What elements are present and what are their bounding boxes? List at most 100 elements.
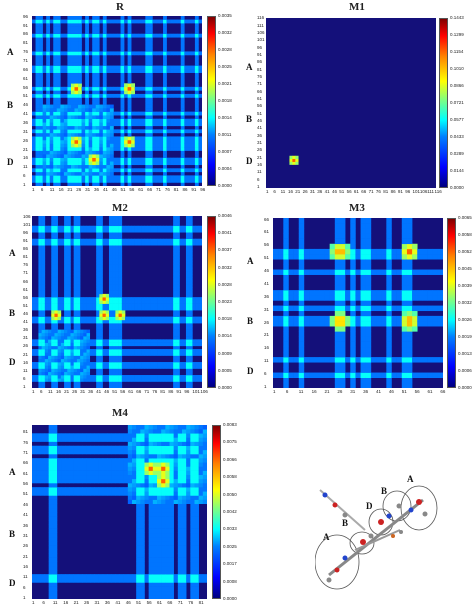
heatmap-cell — [134, 157, 139, 162]
heatmap-cell — [99, 161, 104, 166]
heatmap-cell — [128, 306, 132, 311]
heatmap-cell — [173, 254, 177, 259]
heatmap-cell — [109, 19, 114, 24]
heatmap-cell — [111, 474, 116, 480]
heatmap-cell — [148, 136, 153, 141]
heatmap-cell — [401, 223, 408, 229]
heatmap-cell — [417, 305, 423, 312]
heatmap-cell — [127, 76, 132, 81]
heatmap-cell — [52, 553, 58, 558]
heatmap-cell — [39, 178, 43, 183]
heatmap-cell — [120, 182, 125, 186]
heatmap-cell — [115, 222, 119, 227]
heatmap-cell — [189, 284, 193, 288]
heatmap-cell — [70, 157, 75, 162]
heatmap-cell — [99, 349, 103, 353]
heatmap-cell — [32, 316, 36, 321]
heatmap-cell — [152, 483, 158, 488]
heatmap-cell — [360, 238, 367, 245]
heatmap-cell — [57, 474, 62, 480]
heatmap-cell — [190, 536, 195, 542]
heatmap-cell — [138, 157, 143, 162]
heatmap-cell — [140, 545, 145, 550]
x-tick-label: 51 — [339, 189, 345, 194]
heatmap-cell — [118, 326, 123, 330]
heatmap-cell — [173, 228, 177, 233]
heatmap-cell — [54, 219, 58, 223]
heatmap-cell — [386, 362, 392, 368]
heatmap-cell — [152, 528, 158, 534]
heatmap-cell — [57, 462, 62, 467]
heatmap-cell — [41, 216, 46, 220]
heatmap-cell — [148, 23, 153, 27]
heatmap-cell — [102, 474, 108, 480]
region-label-a: A — [9, 467, 16, 477]
heatmap-cell — [67, 104, 72, 109]
heatmap-cell — [76, 332, 81, 337]
colorbar-tick-label: 0.1154 — [450, 49, 464, 54]
heatmap-cell — [136, 532, 141, 538]
heatmap-cell — [141, 365, 145, 369]
heatmap-cell — [92, 58, 97, 63]
heatmap-cell — [173, 342, 177, 347]
heatmap-cell — [53, 72, 58, 77]
heatmap-plot — [32, 16, 202, 186]
heatmap-cell — [195, 316, 200, 321]
heatmap-cell — [147, 297, 151, 301]
heatmap-cell — [32, 470, 37, 476]
heatmap-cell — [112, 248, 116, 252]
heatmap-cell — [54, 254, 58, 259]
heatmap-cell — [78, 40, 82, 45]
heatmap-cell — [115, 316, 119, 321]
heatmap-cell — [157, 495, 162, 500]
heatmap-cell — [186, 441, 191, 447]
x-tick-label: 26 — [337, 389, 343, 394]
heatmap-cell — [161, 445, 166, 451]
heatmap-cell — [314, 254, 320, 260]
heatmap-cell — [127, 40, 132, 45]
heatmap-cell — [54, 381, 58, 386]
heatmap-cell — [140, 507, 145, 513]
heatmap-cell — [169, 352, 174, 356]
heatmap-cell — [57, 362, 62, 366]
heatmap-cell — [51, 258, 55, 262]
heatmap-cell — [115, 326, 119, 330]
heatmap-cell — [46, 54, 51, 59]
heatmap-cell — [83, 241, 87, 246]
heatmap-cell — [161, 574, 166, 579]
heatmap-cell — [70, 101, 75, 105]
heatmap-cell — [173, 33, 178, 38]
heatmap-cell — [417, 295, 423, 301]
heatmap-cell — [173, 235, 177, 240]
heatmap-cell — [96, 349, 100, 353]
heatmap-cell — [99, 339, 103, 343]
heatmap-cell — [144, 458, 149, 463]
heatmap-cell — [161, 433, 166, 438]
heatmap-cell — [319, 269, 325, 275]
y-tick-label: 16 — [257, 162, 263, 168]
heatmap-cell — [177, 143, 182, 148]
heatmap-cell — [190, 570, 195, 575]
heatmap-cell — [141, 143, 146, 148]
heatmap-cell — [56, 16, 61, 20]
colorbar-tick-label: 0.0032 — [218, 264, 232, 270]
heatmap-cell — [73, 433, 79, 438]
heatmap-cell — [57, 433, 62, 438]
colorbar-tick-label: 0.0433 — [450, 134, 464, 139]
heatmap-cell — [53, 157, 58, 162]
heatmap-cell — [134, 225, 139, 230]
heatmap-cell — [185, 251, 190, 256]
heatmap-cell — [51, 267, 55, 272]
heatmap-cell — [124, 33, 128, 38]
heatmap-cell — [108, 280, 113, 285]
heatmap-cell — [194, 30, 199, 35]
heatmap-cell — [117, 175, 121, 180]
heatmap-cell — [78, 58, 82, 63]
heatmap-cell — [386, 321, 392, 327]
heatmap-cell — [115, 371, 119, 376]
heatmap-cell — [67, 58, 72, 63]
heatmap-cell — [345, 305, 351, 312]
heatmap-cell — [63, 65, 68, 70]
heatmap-cell — [92, 122, 97, 127]
x-tick-label: 66 — [361, 189, 367, 194]
